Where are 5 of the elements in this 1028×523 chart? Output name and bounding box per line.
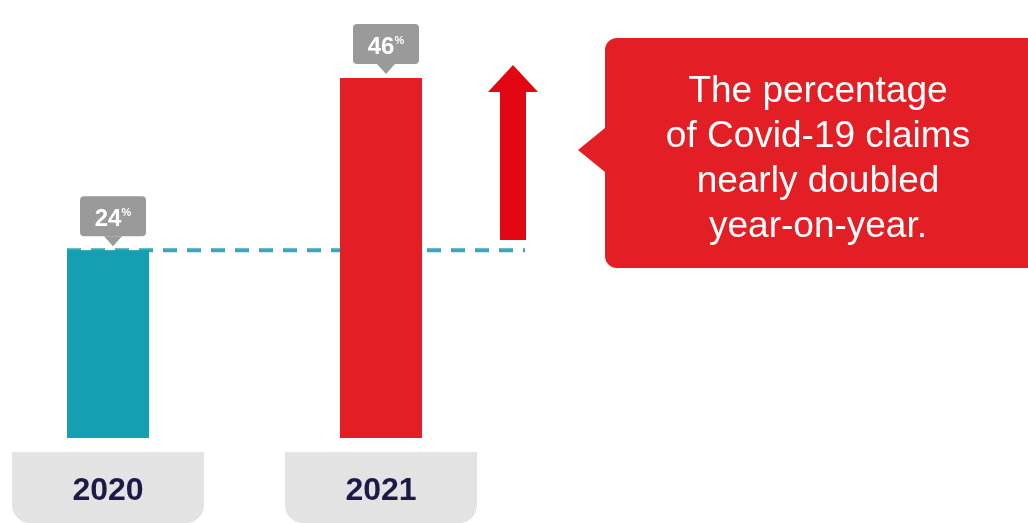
data-label: 24$^{%}$	[94, 204, 132, 232]
data-label: 46$^{%}$	[367, 32, 405, 59]
x-tick-label: 2021	[345, 471, 417, 507]
text: The percentage of Covid-19 claims nearly doubled year-on-year.	[665, 69, 971, 245]
x-tick-label: 2020	[72, 471, 144, 507]
